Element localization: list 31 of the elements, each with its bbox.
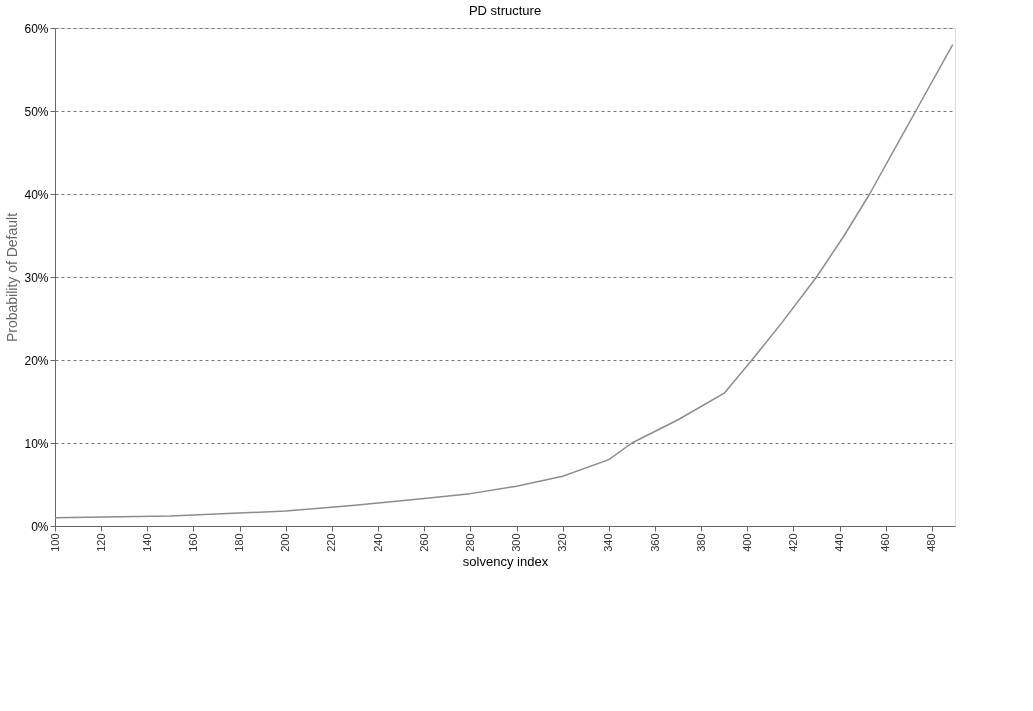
x-tick-label: 400 [740, 533, 753, 552]
x-axis-title: solvency index [462, 553, 549, 569]
x-tick-label: 160 [186, 533, 199, 552]
x-tick-label: 120 [94, 533, 107, 552]
y-tick-label: 50% [24, 104, 49, 119]
x-tick-label: 200 [279, 533, 292, 552]
chart-title: PD structure [468, 3, 542, 18]
x-tick-label: 380 [694, 533, 707, 552]
x-tick-label: 100 [48, 533, 61, 552]
x-tick-label: 320 [556, 533, 569, 552]
line-series [54, 43, 954, 519]
x-tick-label: 480 [925, 533, 938, 552]
x-tick-label: 180 [233, 533, 246, 552]
x-tick-label: 460 [879, 533, 892, 552]
y-tick-label: 20% [24, 353, 49, 368]
y-tick-label: 60% [24, 21, 49, 36]
x-tick-label: 280 [463, 533, 476, 552]
y-tick-label: 40% [24, 187, 49, 202]
x-tick-label: 140 [140, 533, 153, 552]
y-tick-label: 0% [31, 519, 49, 534]
x-tick-label: 220 [325, 533, 338, 552]
x-tick-label: 300 [510, 533, 523, 552]
y-tick-label: 10% [24, 436, 49, 451]
x-tick-label: 260 [417, 533, 430, 552]
x-tick-label: 340 [602, 533, 615, 552]
x-tick-label: 420 [786, 533, 799, 552]
y-axis-title: Probability of Default [4, 212, 21, 343]
y-tick-label: 30% [24, 270, 49, 285]
x-tick-label: 360 [648, 533, 661, 552]
x-tick-label: 240 [371, 533, 384, 552]
x-tick-label: 440 [833, 533, 846, 552]
